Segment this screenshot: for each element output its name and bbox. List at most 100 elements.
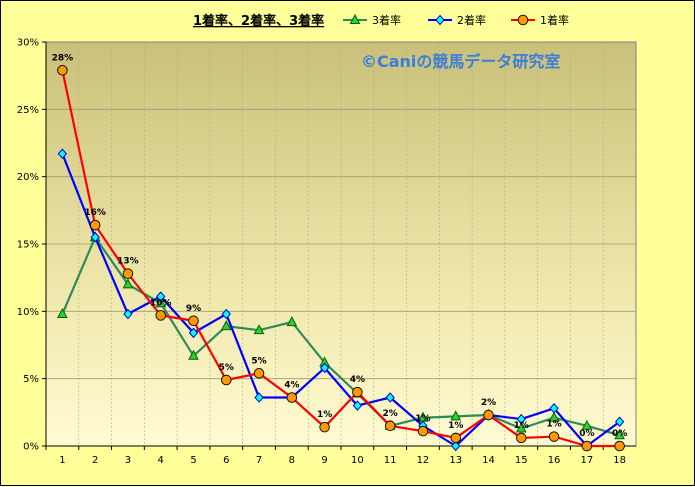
- legend-entry-label: 1着率: [540, 13, 569, 27]
- triangle-marker-point: [581, 419, 593, 430]
- data-label: 1%: [546, 420, 561, 430]
- data-label: 0%: [579, 429, 594, 439]
- y-tick-label: 5%: [23, 374, 39, 385]
- y-tick-label: 15%: [17, 240, 39, 251]
- circle-marker-point: [57, 65, 68, 76]
- x-tick-label: 13: [449, 455, 462, 466]
- data-label: 2%: [481, 398, 496, 408]
- y-tick-label: 30%: [17, 38, 39, 49]
- circle-marker-point: [614, 440, 625, 452]
- triangle-marker-point: [548, 411, 560, 422]
- series-line-diamond: [61, 153, 621, 448]
- x-tick-label: 6: [223, 455, 229, 466]
- x-tick-label: 3: [125, 455, 131, 466]
- triangle-marker-point: [220, 320, 232, 331]
- x-tick-label: 5: [190, 455, 196, 466]
- x-tick-label: 1: [59, 455, 65, 466]
- x-tick-label: 2: [92, 455, 98, 466]
- data-label: 5%: [251, 356, 266, 366]
- legend-entry-label: 2着率: [457, 13, 486, 27]
- x-tick-label: 11: [384, 455, 397, 466]
- series-line-circle: [61, 70, 620, 448]
- circle-marker-point: [155, 310, 166, 321]
- triangle-marker-point: [450, 410, 462, 421]
- data-label: 1%: [514, 421, 529, 431]
- x-tick-label: 8: [289, 455, 295, 466]
- circle-marker-point: [286, 392, 298, 403]
- x-tick-label: 12: [417, 455, 430, 466]
- data-label: 2%: [383, 409, 398, 419]
- data-label: 5%: [219, 363, 234, 373]
- circle-marker-point: [516, 432, 527, 444]
- data-label: 0%: [612, 429, 627, 439]
- x-axis: 1 2 3 4 5 6 7 8 9 10 11 12 13 14 15 16 17 18: [45, 445, 636, 466]
- diamond-marker-point: [57, 148, 68, 160]
- data-label: 10%: [150, 298, 172, 308]
- gridlines: [46, 42, 636, 446]
- triangle-marker-point: [253, 324, 265, 335]
- circle-marker-point: [352, 386, 363, 398]
- legend-marker: [517, 14, 529, 26]
- x-tick-label: 7: [256, 455, 262, 466]
- triangle-marker-point: [188, 349, 199, 360]
- diamond-marker-point: [385, 392, 395, 403]
- triangle-marker-point: [155, 297, 167, 308]
- series-group: [57, 65, 625, 452]
- circle-marker-point: [450, 432, 461, 444]
- data-label: 13%: [117, 257, 139, 267]
- triangle-marker-point: [57, 307, 68, 319]
- y-tick-label: 20%: [17, 172, 39, 183]
- x-tick-label: 14: [482, 455, 495, 466]
- diamond-marker-point: [188, 327, 199, 339]
- data-labels: 28% 16% 13% 10% 9% 5% 5% 4% 1% 4% 2% 1% 1% 2% 1% 1% 0% 0%: [52, 53, 628, 439]
- diamond-marker-point: [549, 403, 559, 414]
- legend-marker: [435, 14, 445, 26]
- data-label: 1%: [415, 414, 430, 424]
- y-tick-label: 25%: [17, 105, 39, 116]
- triangle-marker-point: [515, 422, 527, 433]
- diamond-marker-point: [614, 416, 625, 428]
- diamond-marker-point: [123, 308, 133, 320]
- x-tick-label: 18: [613, 455, 626, 466]
- x-tick-label: 15: [515, 455, 528, 466]
- y-tick-label: 10%: [17, 307, 39, 318]
- circle-marker-point: [319, 421, 330, 433]
- triangle-marker-point: [614, 429, 625, 440]
- x-tick-label: 17: [580, 455, 593, 466]
- diamond-marker-point: [319, 362, 330, 374]
- circle-marker-point: [188, 315, 199, 327]
- watermark-text: ©Caniの競馬データ研究室: [361, 52, 560, 71]
- circle-marker-point: [581, 440, 593, 452]
- diamond-marker-point: [451, 440, 461, 452]
- circle-marker-point: [221, 374, 232, 386]
- circle-marker-point: [384, 420, 396, 432]
- diamond-marker-point: [254, 392, 264, 403]
- circle-marker-point: [483, 409, 494, 421]
- legend-marker: [349, 13, 361, 24]
- data-label: 1%: [448, 421, 463, 431]
- diamond-marker-point: [221, 308, 231, 320]
- data-label: 28%: [52, 53, 74, 63]
- triangle-marker-point: [122, 278, 134, 289]
- data-label: 1%: [317, 410, 332, 420]
- data-label: 4%: [284, 381, 299, 391]
- triangle-marker-point: [286, 316, 298, 327]
- circle-marker-point: [89, 219, 101, 231]
- x-tick-label: 4: [158, 455, 164, 466]
- diamond-marker-point: [156, 291, 166, 302]
- legend-entry-label: 3着率: [372, 13, 401, 27]
- circle-marker-point: [122, 268, 134, 279]
- diamond-marker-point: [352, 400, 363, 411]
- data-label: 9%: [186, 304, 201, 314]
- diamond-marker-point: [90, 232, 100, 243]
- x-tick-label: 16: [548, 455, 561, 466]
- chart-title: 1着率、2着率、3着率: [193, 13, 324, 29]
- circle-marker-point: [548, 431, 560, 442]
- circle-marker-point: [253, 368, 265, 379]
- legend: 3着率 2着率 1着率: [343, 13, 569, 27]
- data-label: 16%: [84, 208, 106, 218]
- circle-marker-point: [417, 425, 429, 437]
- data-label: 4%: [350, 375, 365, 385]
